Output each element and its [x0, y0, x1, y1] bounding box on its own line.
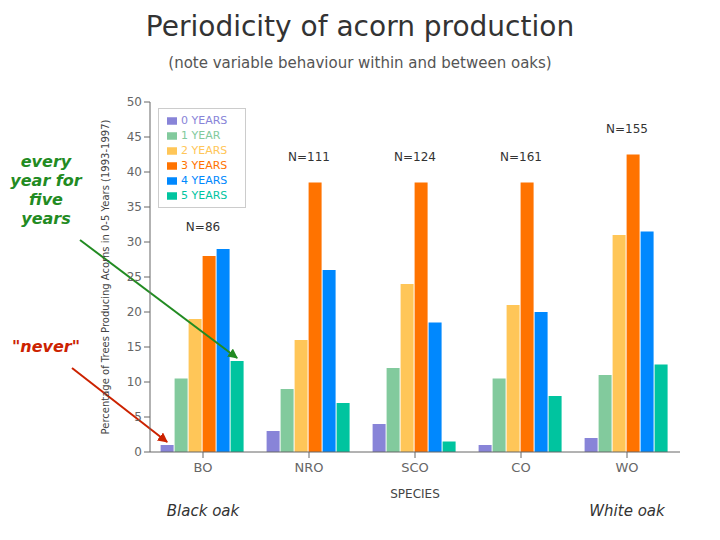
svg-text:N=111: N=111 — [288, 150, 330, 164]
svg-text:SPECIES: SPECIES — [390, 487, 440, 501]
svg-text:SCO: SCO — [401, 460, 429, 475]
svg-text:15: 15 — [127, 340, 142, 354]
svg-text:N=124: N=124 — [394, 150, 436, 164]
svg-text:45: 45 — [127, 130, 142, 144]
svg-text:25: 25 — [127, 270, 142, 284]
html-text:every year for five years: every year for five years — [10, 152, 82, 228]
html-text:Periodicity of acorn productio: Periodicity of acorn production — [145, 10, 575, 43]
svg-text:N=86: N=86 — [186, 220, 220, 234]
svg-text:Black oak: Black oak — [167, 502, 241, 520]
svg-text:50: 50 — [127, 95, 142, 109]
svg-text:5: 5 — [134, 410, 142, 424]
svg-text:NRO: NRO — [295, 460, 324, 475]
html-text:"never": "never" — [12, 336, 80, 356]
svg-text:BO: BO — [194, 460, 213, 475]
svg-text:White oak: White oak — [589, 502, 666, 520]
svg-text:Percentage of Trees Producing: Percentage of Trees Producing Acorns in … — [100, 120, 111, 435]
svg-text:20: 20 — [127, 305, 142, 319]
html-text:3 YEARS: 3 YEARS — [181, 159, 228, 172]
svg-text:N=155: N=155 — [606, 122, 648, 136]
svg-text:WO: WO — [615, 460, 638, 475]
svg-text:CO: CO — [511, 460, 530, 475]
html-text:0 YEARS: 0 YEARS — [181, 114, 228, 127]
svg-text:0: 0 — [134, 445, 142, 459]
svg-text:35: 35 — [127, 200, 142, 214]
svg-text:10: 10 — [127, 375, 142, 389]
svg-text:N=161: N=161 — [500, 150, 542, 164]
html-text:5 YEARS: 5 YEARS — [181, 189, 228, 202]
html-text:2 YEARS: 2 YEARS — [181, 144, 228, 157]
html-text:1 YEAR: 1 YEAR — [181, 129, 221, 142]
svg-text:40: 40 — [127, 165, 142, 179]
html-text:4 YEARS: 4 YEARS — [181, 174, 228, 187]
svg-text:30: 30 — [127, 235, 142, 249]
html-text:(note variable behaviour withi: (note variable behaviour within and betw… — [168, 54, 552, 72]
